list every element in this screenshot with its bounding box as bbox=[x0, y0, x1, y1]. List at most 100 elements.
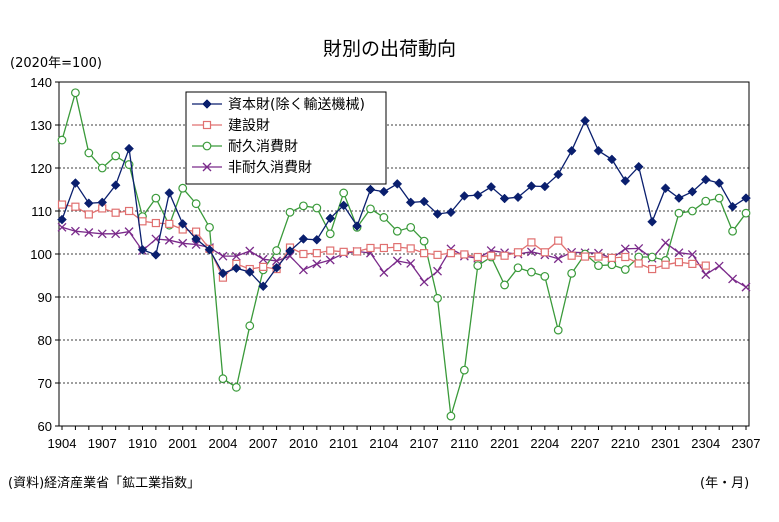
data-point-0 bbox=[352, 221, 362, 231]
data-point-1 bbox=[661, 260, 670, 269]
data-point-3 bbox=[218, 251, 228, 261]
data-point-3 bbox=[245, 246, 255, 256]
data-point-0 bbox=[271, 262, 282, 273]
data-point-2 bbox=[513, 263, 523, 273]
data-point-2 bbox=[459, 365, 469, 375]
data-point-1 bbox=[393, 243, 402, 252]
data-point-0 bbox=[392, 179, 403, 189]
data-point-0 bbox=[137, 244, 148, 255]
data-point-1 bbox=[634, 259, 643, 268]
x-tick-label: 2307 bbox=[732, 436, 761, 451]
data-point-0 bbox=[727, 201, 738, 212]
data-point-2 bbox=[312, 203, 322, 213]
data-point-0 bbox=[660, 183, 671, 194]
data-point-1 bbox=[540, 248, 549, 257]
data-point-1 bbox=[607, 253, 616, 262]
data-point-1 bbox=[71, 202, 80, 211]
data-point-3 bbox=[701, 270, 711, 280]
data-point-3 bbox=[674, 248, 684, 258]
data-point-1 bbox=[513, 248, 523, 257]
x-tick-label: 2001 bbox=[168, 436, 197, 451]
data-point-2 bbox=[553, 325, 563, 335]
x-tick-label: 2210 bbox=[611, 436, 640, 451]
x-tick-label: 1907 bbox=[88, 436, 117, 451]
chart-title: 財別の出荷動向 bbox=[322, 38, 456, 60]
data-point-0 bbox=[285, 246, 295, 256]
data-point-1 bbox=[299, 249, 308, 259]
x-unit-label: (年・月) bbox=[700, 476, 750, 491]
data-point-0 bbox=[110, 180, 121, 191]
x-tick-label: 2304 bbox=[691, 436, 720, 451]
data-point-1 bbox=[259, 262, 268, 271]
data-point-0 bbox=[620, 176, 631, 186]
data-point-0 bbox=[311, 234, 322, 245]
source-note: (資料)経済産業省「鉱工業指数」 bbox=[8, 476, 201, 491]
data-point-0 bbox=[566, 145, 577, 156]
data-point-3 bbox=[97, 229, 107, 239]
data-point-3 bbox=[124, 227, 134, 237]
data-point-1 bbox=[366, 243, 375, 253]
data-point-1 bbox=[84, 210, 93, 219]
data-point-0 bbox=[338, 200, 349, 211]
data-point-0 bbox=[419, 196, 429, 207]
data-point-1 bbox=[312, 249, 321, 258]
data-point-0 bbox=[218, 268, 228, 279]
legend-label: 耐久消費財 bbox=[228, 139, 298, 155]
data-point-1 bbox=[580, 252, 590, 261]
data-point-0 bbox=[164, 188, 175, 198]
data-point-0 bbox=[83, 198, 94, 209]
x-tick-label: 2301 bbox=[651, 436, 680, 451]
data-point-3 bbox=[714, 261, 724, 271]
data-point-2 bbox=[473, 261, 483, 271]
data-point-0 bbox=[499, 193, 510, 204]
data-point-3 bbox=[620, 244, 630, 254]
x-tick-label: 1910 bbox=[128, 436, 157, 451]
data-point-3 bbox=[392, 256, 402, 266]
y-tick-label: 130 bbox=[30, 118, 52, 133]
y-tick-label: 90 bbox=[38, 290, 52, 305]
data-point-2 bbox=[433, 293, 442, 303]
y-tick-label: 140 bbox=[30, 75, 52, 90]
legend-label: 非耐久消費財 bbox=[228, 160, 312, 176]
data-point-0 bbox=[432, 209, 443, 219]
data-point-2 bbox=[218, 374, 228, 384]
data-point-2 bbox=[392, 226, 402, 236]
data-point-2 bbox=[714, 193, 724, 203]
data-point-3 bbox=[741, 282, 751, 292]
data-point-0 bbox=[298, 234, 309, 244]
data-point-3 bbox=[312, 259, 322, 269]
x-tick-label: 2207 bbox=[571, 436, 600, 451]
data-point-2 bbox=[191, 199, 201, 209]
data-point-1 bbox=[352, 247, 362, 256]
y-tick-label: 120 bbox=[30, 161, 52, 176]
data-point-1 bbox=[433, 250, 442, 259]
data-point-2 bbox=[366, 204, 375, 214]
data-point-2 bbox=[339, 188, 349, 198]
data-point-2 bbox=[178, 183, 188, 193]
data-point-0 bbox=[513, 192, 523, 203]
data-point-0 bbox=[204, 244, 215, 255]
x-tick-label: 2010 bbox=[289, 436, 318, 451]
y-tick-label: 110 bbox=[31, 204, 52, 219]
data-point-1 bbox=[165, 219, 174, 228]
data-point-2 bbox=[446, 411, 456, 421]
data-point-0 bbox=[633, 161, 644, 172]
series-line-0 bbox=[61, 119, 747, 288]
data-point-2 bbox=[245, 321, 255, 331]
x-tick-label: 2004 bbox=[208, 436, 237, 451]
data-point-0 bbox=[580, 115, 590, 126]
y-tick-label: 60 bbox=[38, 419, 52, 434]
data-point-3 bbox=[325, 255, 335, 265]
data-point-2 bbox=[687, 206, 697, 216]
data-point-1 bbox=[688, 259, 697, 268]
y-unit-label: (2020年=100) bbox=[10, 56, 102, 71]
data-point-1 bbox=[567, 251, 576, 260]
x-tick-label: 2104 bbox=[369, 436, 398, 451]
data-point-3 bbox=[687, 249, 697, 259]
data-point-3 bbox=[57, 222, 67, 232]
data-point-3 bbox=[164, 235, 174, 245]
data-point-3 bbox=[406, 259, 416, 268]
data-point-2 bbox=[97, 163, 107, 173]
data-point-2 bbox=[674, 208, 684, 218]
